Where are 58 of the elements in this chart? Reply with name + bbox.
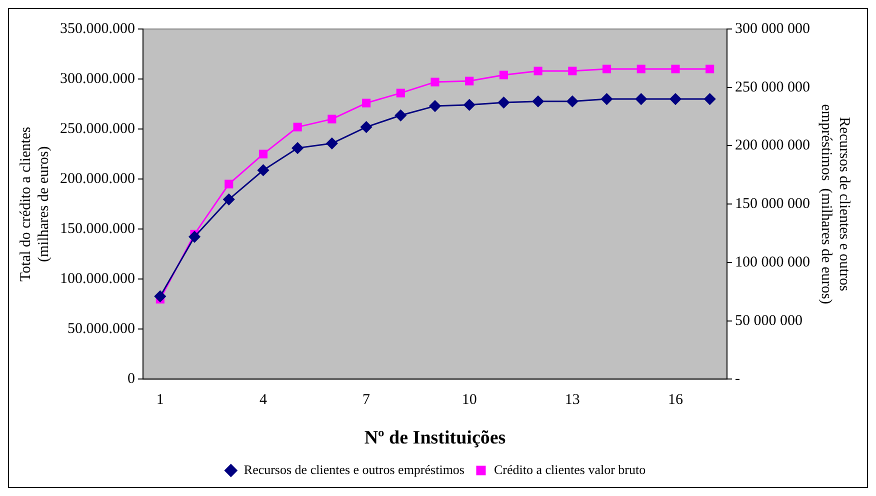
point [188, 231, 200, 243]
y2-tick-label: 150 000 000 [735, 196, 810, 212]
y2-tick-label: 100 000 000 [735, 254, 810, 270]
x-tick-label: 10 [462, 392, 477, 408]
y-tick-label: 0 [128, 371, 135, 388]
point [154, 290, 166, 302]
x-axis-title: Nº de Instituições [364, 428, 506, 449]
point [464, 99, 476, 111]
point [292, 142, 304, 154]
point [602, 64, 612, 74]
point [636, 64, 646, 74]
y-tick-label: 200.000.000 [60, 171, 135, 188]
point [257, 164, 269, 176]
legend-label: Crédito a clientes valor bruto [494, 462, 646, 477]
x-tick-label: 1 [156, 392, 164, 408]
point [328, 114, 336, 124]
point [532, 96, 544, 108]
point [326, 138, 338, 150]
y-tick-label: 300.000.000 [60, 70, 135, 87]
point [362, 98, 371, 108]
point [635, 93, 647, 105]
y-tick-label: 250.000.000 [60, 120, 135, 137]
point [706, 64, 714, 74]
x-tick-label: 7 [362, 392, 371, 408]
point [534, 66, 542, 76]
y2-tick-label: 200 000 000 [735, 138, 810, 154]
y-tick-label: 50.000.000 [68, 321, 135, 338]
point [670, 93, 682, 105]
point [566, 96, 578, 108]
point [465, 76, 474, 86]
y2-tick-label: 50 000 000 [735, 312, 802, 329]
x-tick-label: 16 [668, 392, 684, 408]
y2-tick-label: 300 000 000 [735, 20, 810, 37]
y2-tick-label: 250 000 000 [735, 79, 810, 96]
y-tick-label: 150.000.000 [60, 221, 135, 238]
point [498, 96, 510, 108]
point [396, 88, 405, 98]
point [568, 66, 577, 76]
point [704, 93, 716, 105]
point [224, 180, 234, 188]
point [499, 70, 508, 80]
y-tick-label: 100.000.000 [60, 271, 135, 288]
y2-axis-title: Recursos de clientes e outros empréstimos (milhares de euros) [818, 104, 852, 304]
y-axis-title: Total do crédito a clientes (milhares de euros) [18, 126, 52, 282]
point [394, 110, 406, 122]
x-tick-label: 4 [259, 392, 268, 408]
x-tick-label: 13 [564, 392, 580, 408]
legend-label: Recursos de clientes e outros empréstimos [244, 462, 464, 477]
point [671, 64, 680, 74]
point [258, 150, 268, 158]
point [293, 122, 302, 132]
point [430, 78, 440, 86]
point [601, 93, 613, 105]
y-tick-label: 350.000.000 [60, 20, 135, 37]
point [429, 100, 441, 112]
point [360, 121, 372, 133]
y2-tick-label: - [735, 371, 740, 388]
point [223, 194, 235, 206]
